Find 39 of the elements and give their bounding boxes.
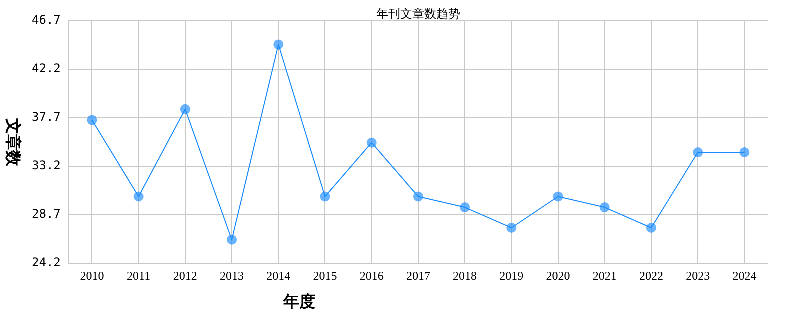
point xyxy=(460,202,470,213)
x-tick-label: 2018 xyxy=(453,268,478,283)
x-tick-label: 2021 xyxy=(592,268,617,283)
point xyxy=(227,234,238,245)
x-axis-title: 年度 xyxy=(282,292,316,312)
x-tick-label: 2012 xyxy=(173,268,198,283)
x-tick-label: 2017 xyxy=(406,268,430,283)
point xyxy=(646,223,656,234)
point xyxy=(740,148,750,158)
point xyxy=(693,148,704,158)
x-tick-label: 2020 xyxy=(546,268,570,283)
point xyxy=(506,223,517,234)
x-tick-label: 2019 xyxy=(500,268,524,283)
y-tick-label: 42.2 xyxy=(32,62,61,76)
x-tick-label: 2014 xyxy=(266,268,291,283)
y-tick-label: 33.2 xyxy=(32,158,61,173)
point xyxy=(87,115,98,126)
point xyxy=(413,192,424,202)
point xyxy=(134,192,144,202)
x-tick-label: 2010 xyxy=(80,268,104,283)
x-tick-label: 2013 xyxy=(220,268,244,283)
x-tick-label: 2015 xyxy=(313,268,338,283)
x-tick-label: 2024 xyxy=(732,268,757,283)
chart-title: 年刊文章数趋势 xyxy=(376,7,460,22)
point xyxy=(366,138,377,148)
point xyxy=(600,202,610,213)
point xyxy=(320,192,330,202)
point xyxy=(274,40,284,50)
point xyxy=(180,104,190,114)
x-tick-label: 2011 xyxy=(127,268,151,283)
y-axis-title: 文章数 xyxy=(4,117,22,168)
point xyxy=(553,192,564,202)
x-tick-label: 2022 xyxy=(639,268,664,283)
y-tick-label: 28.7 xyxy=(32,207,61,222)
x-tick-label: 2023 xyxy=(686,268,710,283)
y-tick-label: 24.2 xyxy=(32,256,61,270)
x-tick-label: 2016 xyxy=(360,268,384,283)
y-tick-label: 37.7 xyxy=(32,110,61,124)
y-tick-label: 46.7 xyxy=(32,13,61,28)
